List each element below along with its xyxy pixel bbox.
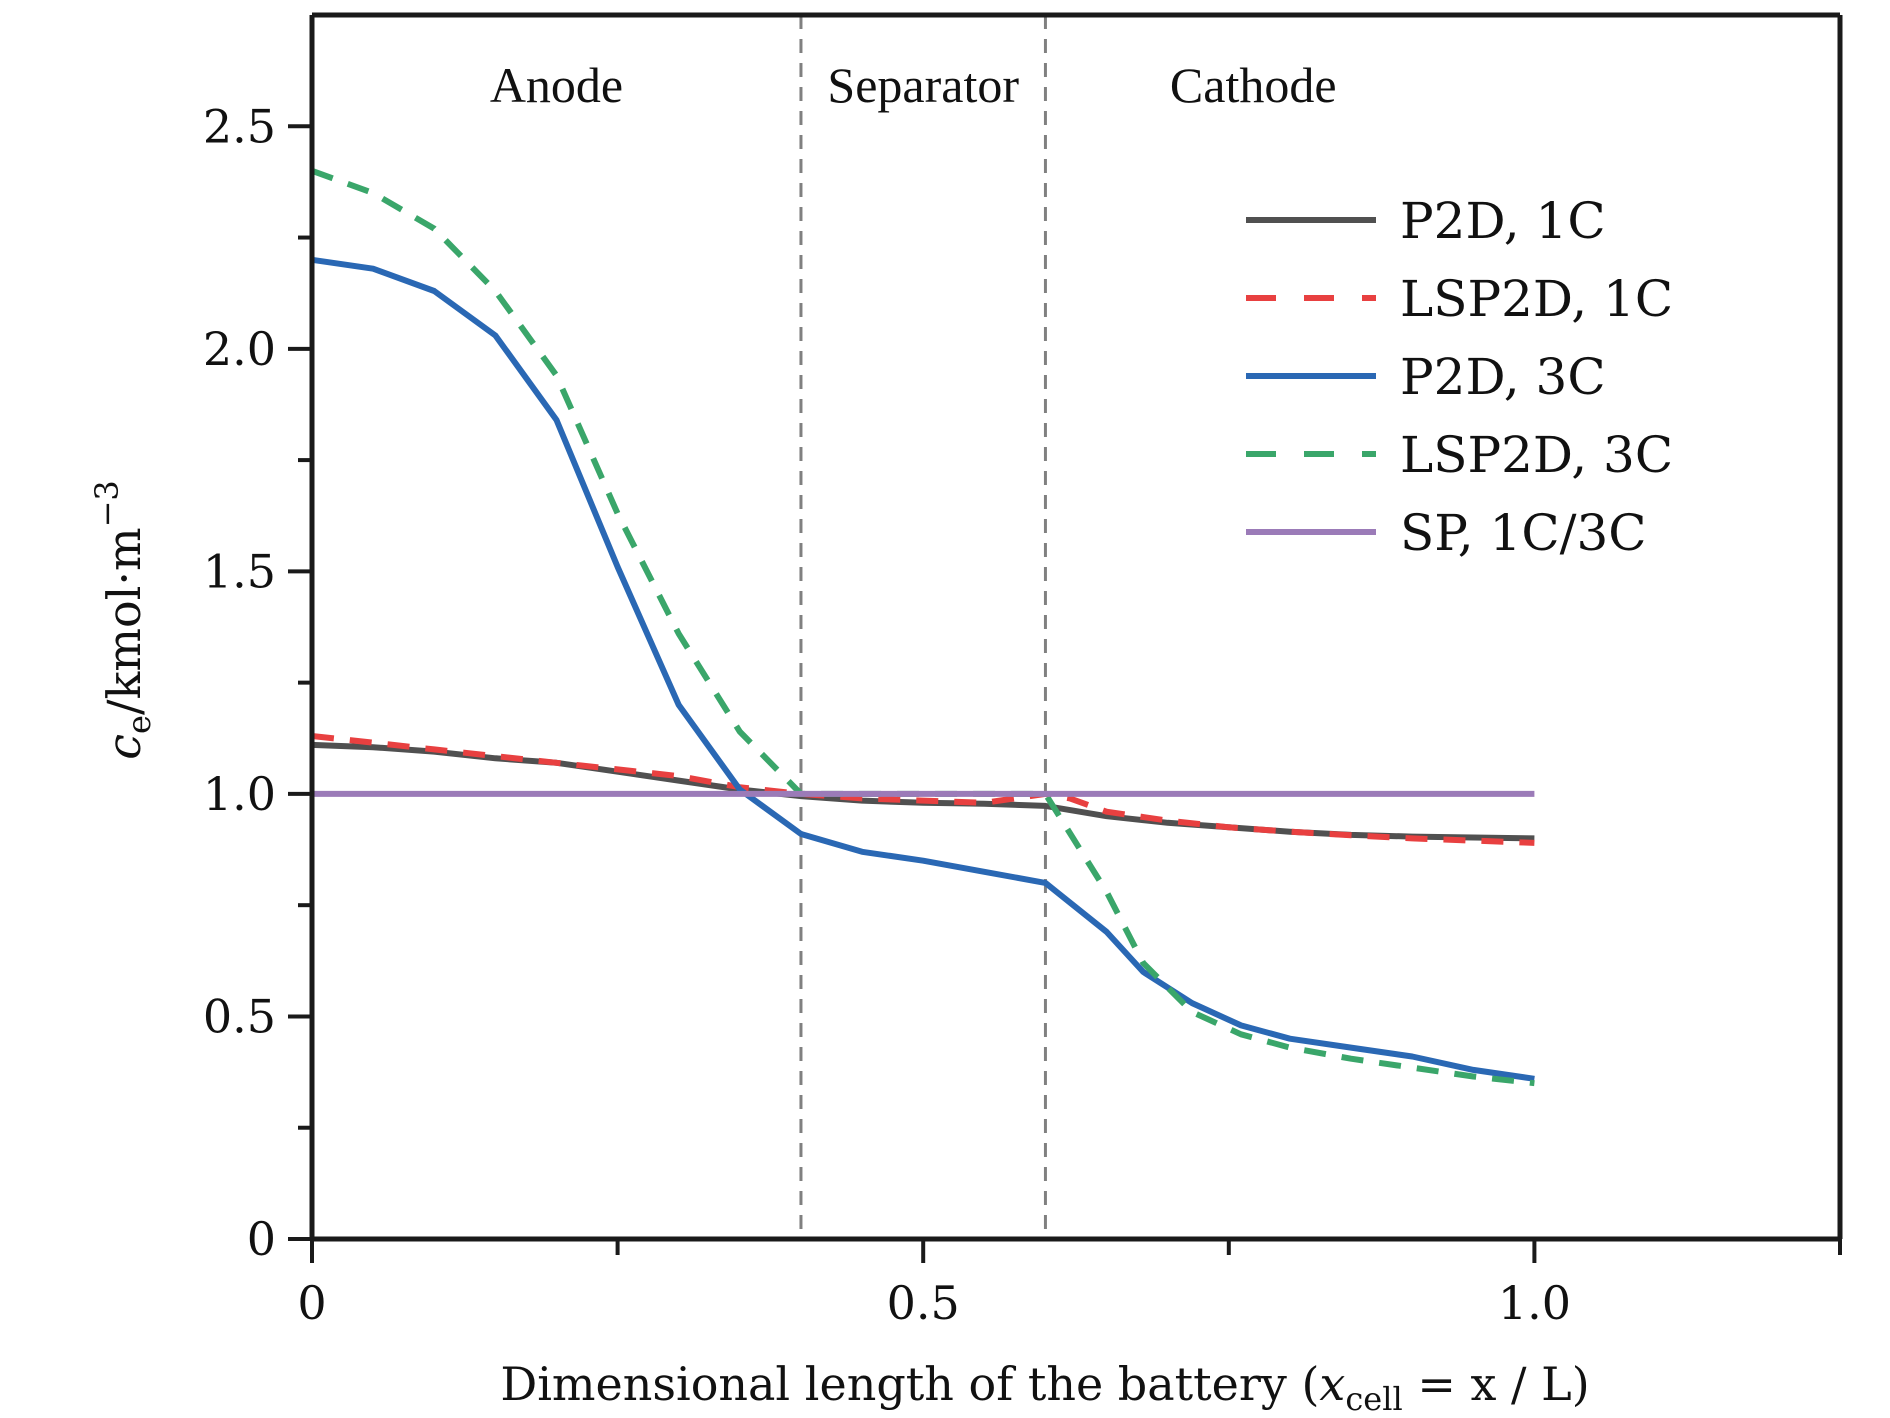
y-tick-label: 2.0 — [203, 322, 276, 376]
series-line-lsp2d-1c — [311, 733, 1535, 846]
y-ticks: 0 0.5 1.0 1.5 2.0 2.5 — [203, 99, 312, 1266]
region-labels: Anode Separator Cathode — [490, 57, 1337, 113]
region-label-cathode: Cathode — [1170, 57, 1337, 113]
x-tick-label: 1.0 — [1498, 1276, 1571, 1330]
legend-label: LSP2D, 3C — [1400, 426, 1673, 484]
legend-item: SP, 1C/3C — [1246, 504, 1647, 562]
region-label-anode: Anode — [490, 57, 623, 113]
legend-item: P2D, 1C — [1246, 192, 1606, 250]
y-tick-label: 0.5 — [203, 989, 276, 1043]
y-tick-label: 1.0 — [203, 767, 276, 821]
series-line-p2d-3c — [311, 256, 1535, 1082]
region-label-separator: Separator — [827, 57, 1019, 113]
legend-label: LSP2D, 1C — [1400, 270, 1673, 328]
legend-label: P2D, 1C — [1400, 192, 1606, 250]
x-tick-label: 0.5 — [887, 1276, 960, 1330]
y-axis-title: ce/kmol·m−3 — [88, 480, 158, 760]
legend-item: LSP2D, 1C — [1246, 270, 1673, 328]
legend-label: SP, 1C/3C — [1400, 504, 1647, 562]
region-dividers — [799, 15, 1047, 1239]
legend-item: LSP2D, 3C — [1246, 426, 1673, 484]
legend-item: P2D, 3C — [1246, 348, 1606, 406]
y-tick-label: 0 — [247, 1212, 276, 1266]
series-lines — [310, 167, 1535, 1087]
series-line-lsp2d-3c — [310, 167, 1535, 1087]
y-tick-label: 1.5 — [203, 544, 276, 598]
legend: P2D, 1C LSP2D, 1C P2D, 3C LSP2D, 3C SP, 1C/3… — [1246, 192, 1673, 562]
x-axis-title: Dimensional length of the battery (xcell… — [500, 1357, 1589, 1418]
y-tick-label: 2.5 — [203, 99, 276, 153]
legend-label: P2D, 3C — [1400, 348, 1606, 406]
axes — [309, 12, 1843, 1242]
x-tick-label: 0 — [297, 1276, 326, 1330]
x-ticks: 0 0.5 1.0 — [297, 1239, 1842, 1330]
